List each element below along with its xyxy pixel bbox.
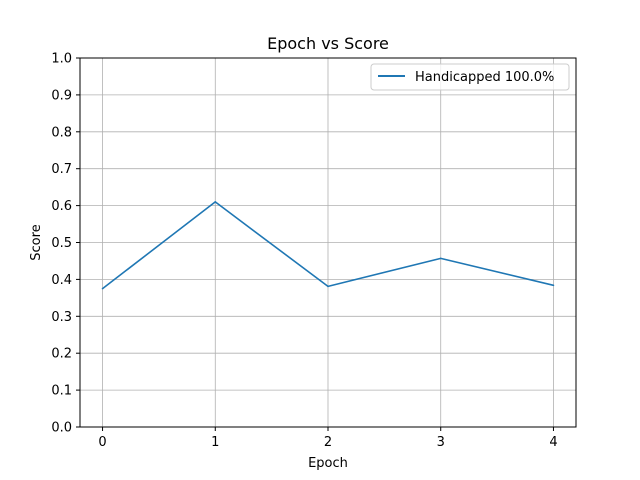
ticks: 0 1 2 3 4 0.0 0.1 0.2 0.3 0.4 0.5 0.6 0.7 0.8 0.9 1.0 [51, 52, 557, 451]
y-tick-label: 1.0 [51, 52, 72, 67]
x-tick-label: 0 [98, 435, 106, 450]
data-point [439, 257, 442, 260]
data-point [214, 201, 217, 203]
data-point [552, 284, 555, 287]
chart-title: Epoch vs Score [267, 34, 389, 53]
y-tick-label: 0.8 [51, 125, 72, 140]
x-tick-label: 3 [437, 435, 445, 450]
legend: Handicapped 100.0% [370, 63, 570, 91]
y-tick-label: 0.9 [51, 88, 72, 103]
y-axis-label: Score [29, 224, 44, 260]
x-tick-label: 4 [549, 435, 557, 450]
y-tick-label: 0.6 [51, 199, 72, 214]
series-layer [101, 201, 555, 290]
y-tick-label: 0.7 [51, 162, 72, 177]
x-tick-label: 1 [211, 435, 219, 450]
y-tick-label: 0.1 [51, 384, 72, 399]
y-tick-label: 0.5 [51, 236, 72, 251]
y-tick-label: 0.2 [51, 347, 72, 362]
data-point [327, 285, 329, 288]
y-tick-label: 0.3 [51, 310, 72, 325]
data-point [101, 287, 104, 290]
y-tick-label: 0.0 [51, 421, 72, 436]
grid [80, 57, 576, 428]
x-tick-label: 2 [324, 435, 332, 450]
y-tick-label: 0.4 [51, 273, 72, 288]
x-axis-label: Epoch [308, 456, 348, 471]
legend-box [370, 63, 570, 91]
legend-label: Handicapped 100.0% [415, 70, 554, 85]
